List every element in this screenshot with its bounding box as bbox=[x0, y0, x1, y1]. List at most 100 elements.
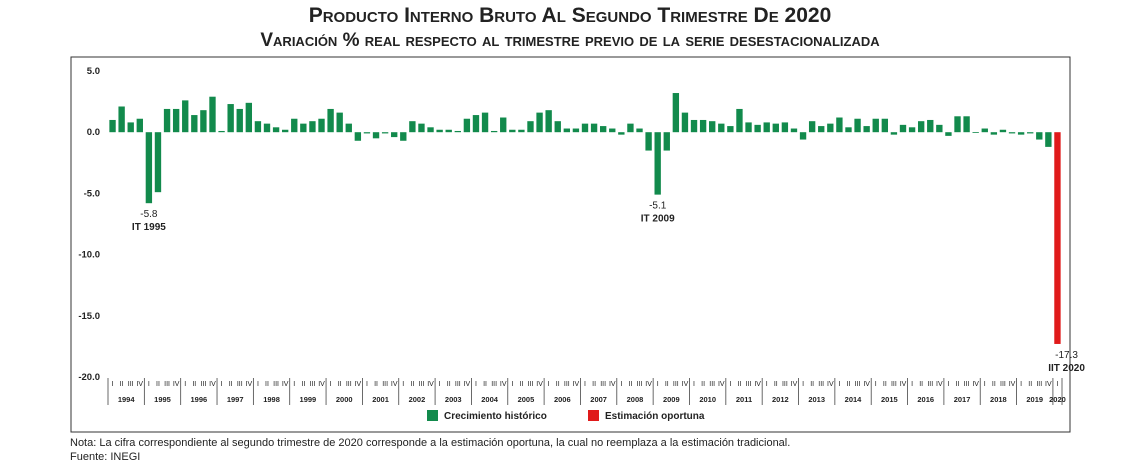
data-bar bbox=[636, 128, 643, 133]
data-bar bbox=[427, 127, 434, 133]
data-bar bbox=[781, 122, 789, 133]
year-label: 2017 bbox=[954, 395, 971, 404]
data-bar bbox=[936, 124, 943, 133]
data-bar bbox=[627, 123, 634, 133]
data-bar bbox=[736, 108, 743, 133]
quarter-label: IV bbox=[209, 381, 216, 388]
y-tick-label: -10.0 bbox=[78, 250, 100, 261]
quarter-label: I bbox=[293, 381, 295, 388]
data-bar bbox=[927, 119, 934, 133]
chart-frame bbox=[70, 56, 1071, 433]
year-label: 2004 bbox=[481, 395, 499, 404]
annotation-value: -5.8 bbox=[140, 209, 158, 220]
quarter-label: III bbox=[891, 381, 897, 388]
quarter-label: II bbox=[410, 381, 414, 388]
quarter-label: II bbox=[374, 381, 378, 388]
data-bar bbox=[836, 117, 843, 133]
data-bar bbox=[745, 122, 752, 133]
quarter-label: IV bbox=[282, 381, 289, 388]
year-label: 2009 bbox=[663, 395, 680, 404]
data-bar bbox=[381, 132, 389, 134]
quarter-label: III bbox=[491, 381, 497, 388]
quarter-label: I bbox=[475, 381, 477, 388]
quarter-label: I bbox=[184, 381, 186, 388]
year-label: 2003 bbox=[445, 395, 462, 404]
quarter-label: IV bbox=[754, 381, 761, 388]
quarter-label: II bbox=[519, 381, 523, 388]
quarter-label: II bbox=[592, 381, 596, 388]
quarter-label: II bbox=[156, 381, 160, 388]
data-bar bbox=[854, 118, 861, 133]
annotation-label: IT 1995 bbox=[132, 222, 166, 233]
year-label: 2015 bbox=[881, 395, 898, 404]
data-bar bbox=[1008, 132, 1016, 134]
data-bar bbox=[245, 102, 253, 133]
year-label: 2007 bbox=[590, 395, 607, 404]
data-bar bbox=[127, 122, 134, 133]
chart-subtitle: Variación % real respecto al trimestre p… bbox=[260, 30, 880, 51]
data-bar bbox=[645, 132, 652, 151]
data-bar bbox=[672, 93, 680, 133]
data-bar bbox=[254, 121, 262, 133]
quarter-label: I bbox=[875, 381, 877, 388]
data-bar bbox=[908, 127, 916, 133]
quarter-label: IV bbox=[246, 381, 253, 388]
data-bar bbox=[917, 121, 925, 133]
quarter-label: IV bbox=[573, 381, 580, 388]
data-bar bbox=[1017, 132, 1025, 135]
quarter-label: II bbox=[229, 381, 233, 388]
data-bar bbox=[772, 123, 779, 133]
data-bar bbox=[554, 121, 561, 133]
data-bar bbox=[990, 132, 998, 135]
data-bar bbox=[1036, 132, 1043, 140]
quarter-label: IV bbox=[136, 381, 143, 388]
quarter-label: II bbox=[265, 381, 269, 388]
data-bar bbox=[145, 132, 153, 204]
quarter-label: I bbox=[221, 381, 223, 388]
quarter-label: III bbox=[528, 381, 534, 388]
data-bar bbox=[999, 129, 1007, 133]
data-bar bbox=[799, 132, 807, 140]
data-bar bbox=[690, 119, 698, 133]
quarter-label: I bbox=[511, 381, 513, 388]
quarter-label: I bbox=[984, 381, 986, 388]
data-bar bbox=[699, 119, 707, 133]
data-bar bbox=[681, 112, 689, 133]
data-bar bbox=[463, 118, 471, 133]
quarter-label: III bbox=[673, 381, 679, 388]
quarter-label: III bbox=[419, 381, 425, 388]
data-bar bbox=[536, 112, 543, 133]
quarter-label: I bbox=[911, 381, 913, 388]
quarter-label: III bbox=[346, 381, 352, 388]
quarter-label: III bbox=[200, 381, 206, 388]
year-label: 2001 bbox=[372, 395, 389, 404]
data-bar bbox=[354, 132, 362, 141]
quarter-label: I bbox=[802, 381, 804, 388]
year-label: 2005 bbox=[518, 395, 535, 404]
quarter-label: III bbox=[273, 381, 279, 388]
quarter-label: II bbox=[1028, 381, 1032, 388]
data-bar bbox=[808, 121, 816, 133]
quarter-label: I bbox=[548, 381, 550, 388]
data-bar bbox=[872, 118, 879, 133]
year-label: 1999 bbox=[300, 395, 317, 404]
data-bar bbox=[654, 132, 661, 195]
data-bar bbox=[572, 128, 580, 133]
year-label: 1994 bbox=[118, 395, 136, 404]
quarter-label: IV bbox=[464, 381, 471, 388]
legend-swatch-historic bbox=[427, 410, 438, 421]
data-bar bbox=[763, 122, 770, 133]
data-bar bbox=[545, 110, 552, 133]
data-bar bbox=[236, 108, 243, 133]
data-bar bbox=[981, 128, 988, 133]
quarter-label: II bbox=[556, 381, 560, 388]
quarter-label: II bbox=[338, 381, 342, 388]
quarter-label: I bbox=[729, 381, 731, 388]
quarter-label: III bbox=[164, 381, 170, 388]
year-label: 1997 bbox=[227, 395, 244, 404]
data-bar bbox=[182, 100, 189, 133]
year-label: 1996 bbox=[191, 395, 208, 404]
quarter-label: IV bbox=[645, 381, 652, 388]
quarter-label: IV bbox=[827, 381, 834, 388]
chart-title: Producto Interno Bruto Al Segundo Trimes… bbox=[308, 4, 832, 27]
